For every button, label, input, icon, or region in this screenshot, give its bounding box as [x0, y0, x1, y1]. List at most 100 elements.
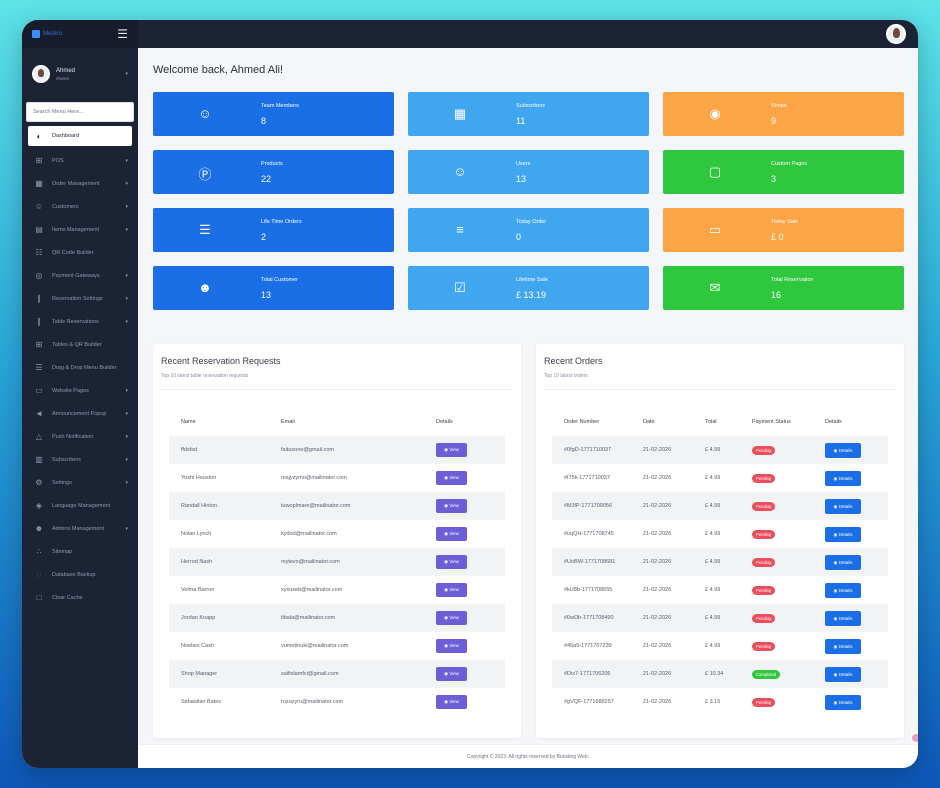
- eye-icon: ◉: [444, 587, 450, 592]
- eye-icon: ◉: [444, 531, 450, 536]
- view-button[interactable]: ◉ View: [436, 639, 467, 653]
- column-header: Email: [281, 419, 295, 425]
- details-button[interactable]: ◉ Details: [825, 610, 861, 626]
- status-badge: Pending: [752, 697, 776, 707]
- stat-title: Team Members: [261, 103, 299, 109]
- sidebar-item-customers[interactable]: ☺ Customers ▾: [22, 195, 138, 218]
- chevron-down-icon: ▾: [125, 410, 128, 417]
- stat-card-team-members[interactable]: ☺ Team Members 8: [153, 92, 394, 136]
- stat-card-lifetime-sale[interactable]: ☑ Lifetime Sale £ 13.19: [408, 266, 649, 310]
- table-row: ffdsfsd faitusone@gmail.com ◉ View: [169, 436, 505, 464]
- sidebar-item-items-management[interactable]: ▤ Items Management ▾: [22, 218, 138, 241]
- table-row: #uqQH-1771708745 21-02-2026 £ 4.99 Pending ◉…: [552, 520, 888, 548]
- page-title: Welcome back, Ahmed Ali!: [153, 64, 284, 76]
- stat-card-users[interactable]: ☺ Users 13: [408, 150, 649, 194]
- table-row: Nolan Lynch kydod@mailinator.com ◉ View: [169, 520, 505, 548]
- sidebar-item-dashboard[interactable]: ◐ Dashboard: [28, 126, 132, 146]
- language-icon: ◈: [35, 501, 43, 510]
- sidebar-item-admins-management[interactable]: ☻ Admins Management ▾: [22, 517, 138, 540]
- view-button[interactable]: ◉ View: [436, 443, 467, 457]
- sidebar-item-subscribers[interactable]: ▥ Subscribers ▾: [22, 448, 138, 471]
- eye-icon: ◉: [833, 643, 839, 649]
- sidebar-item-announcement-popup[interactable]: ◄ Announcement Popup ▾: [22, 402, 138, 425]
- stat-value: 0: [516, 232, 522, 242]
- sidebar-item-settings[interactable]: ⚙ Settings ▾: [22, 471, 138, 494]
- stat-card-products[interactable]: Ⓟ Products 22: [153, 150, 394, 194]
- stat-title: Today Order: [516, 219, 547, 225]
- details-button[interactable]: ◉ Details: [825, 582, 861, 598]
- sidebar-item-push-notification[interactable]: △ Push Notification ▾: [22, 425, 138, 448]
- details-button[interactable]: ◉ Details: [825, 694, 861, 710]
- eye-icon: ◉: [444, 559, 450, 564]
- stat-card-life-time-orders[interactable]: ☰ Life Time Orders 2: [153, 208, 394, 252]
- stat-card-today-sale[interactable]: ▭ Today Sale £ 0: [663, 208, 904, 252]
- utensils-icon: ∥: [37, 317, 41, 326]
- sidebar-item-database-backup[interactable]: ◌ Database Backup: [22, 563, 138, 586]
- eye-icon: ◉: [833, 699, 839, 705]
- details-button[interactable]: ◉ Details: [825, 498, 861, 514]
- reservation-name: Herrod Nash: [169, 548, 281, 576]
- sidebar-item-payment-gateways[interactable]: ◎ Payment Gateways ▾: [22, 264, 138, 287]
- view-button[interactable]: ◉ View: [436, 695, 467, 709]
- sidebar-item-clear-cache[interactable]: □ Clear Cache: [22, 586, 138, 609]
- details-button[interactable]: ◉ Details: [825, 666, 861, 682]
- view-button[interactable]: ◉ View: [436, 555, 467, 569]
- sidebar-item-order-management[interactable]: ▦ Order Management ▾: [22, 172, 138, 195]
- file-icon: ▢: [708, 164, 722, 179]
- search-input[interactable]: Search Menu Here...: [26, 102, 134, 122]
- sidebar-item-website-pages[interactable]: ▭ Website Pages ▾: [22, 379, 138, 402]
- chevron-down-icon: ▾: [125, 272, 128, 279]
- stat-card-total-customer[interactable]: ☻ Total Customer 13: [153, 266, 394, 310]
- user-profile[interactable]: Ahmed Owner ▾: [22, 48, 138, 96]
- details-button[interactable]: ◉ Details: [825, 470, 861, 486]
- reservation-email: kydod@mailinator.com: [281, 531, 337, 537]
- sidebar-item-drag-drop-menu-builder[interactable]: ☰ Drag & Drop Menu Builder: [22, 356, 138, 379]
- table-row: #45a5-1771707239 21-02-2026 £ 4.99 Pending ◉…: [552, 632, 888, 660]
- view-button[interactable]: ◉ View: [436, 527, 467, 541]
- sidebar-item-label: Clear Cache: [52, 594, 83, 601]
- sidebar-item-qr-code-builder[interactable]: ☷ QR Code Builder: [22, 241, 138, 264]
- sidebar-item-language-management[interactable]: ◈ Language Management: [22, 494, 138, 517]
- details-button[interactable]: ◉ Details: [825, 442, 861, 458]
- stat-title: Custom Pages: [771, 161, 808, 167]
- users-icon: ☺: [453, 164, 467, 179]
- column-header: Total: [705, 419, 717, 425]
- view-button[interactable]: ◉ View: [436, 471, 467, 485]
- eye-icon: ◉: [833, 615, 839, 621]
- eye-icon: ◉: [833, 531, 839, 537]
- sidebar-item-reservation-settings[interactable]: ∥ Reservation Settings ▾: [22, 287, 138, 310]
- avatar[interactable]: [886, 24, 906, 44]
- stat-card-subscribers[interactable]: ▦ Subscribers 11: [408, 92, 649, 136]
- sidebar-item-sitemap[interactable]: ∴ Sitemap: [22, 540, 138, 563]
- column-header: Date: [643, 419, 655, 425]
- view-button[interactable]: ◉ View: [436, 667, 467, 681]
- user-name: Ahmed: [56, 67, 76, 74]
- eye-icon: ◉: [833, 475, 839, 481]
- stat-card-today-order[interactable]: ≡ Today Order 0: [408, 208, 649, 252]
- stat-card-total-reservation[interactable]: ✉ Total Reservation 16: [663, 266, 904, 310]
- eye-icon: ◉: [444, 643, 450, 648]
- details-button[interactable]: ◉ Details: [825, 638, 861, 654]
- view-button[interactable]: ◉ View: [436, 583, 467, 597]
- view-button[interactable]: ◉ View: [436, 499, 467, 513]
- details-button[interactable]: ◉ Details: [825, 526, 861, 542]
- view-button[interactable]: ◉ View: [436, 611, 467, 625]
- sidebar-item-pos[interactable]: ⊞ POS ▾: [22, 149, 138, 172]
- floating-widget-icon[interactable]: [910, 732, 918, 744]
- sidebar-item-tables-qr-builder[interactable]: ⊞ Tables & QR Builder: [22, 333, 138, 356]
- reservation-email: xyxuseb@mailinator.com: [281, 587, 343, 593]
- sitemap-icon: ∴: [36, 547, 42, 556]
- sidebar-item-table-reservations[interactable]: ∥ Table Reservations ▾: [22, 310, 138, 333]
- table-row: #0wDb-1771708490 21-02-2026 £ 4.99 Pending ◉…: [552, 604, 888, 632]
- eye-icon: ◉: [444, 447, 450, 452]
- stat-title: Today Sale: [771, 219, 799, 225]
- sidebar-item-label: Customers: [52, 203, 79, 210]
- monitor-icon: ▭: [35, 386, 43, 395]
- chevron-down-icon: ▾: [125, 295, 128, 302]
- stat-card-shops[interactable]: ◉ Shops 9: [663, 92, 904, 136]
- hamburger-icon[interactable]: ☰: [117, 27, 128, 41]
- stat-card-custom-pages[interactable]: ▢ Custom Pages 3: [663, 150, 904, 194]
- details-button[interactable]: ◉ Details: [825, 554, 861, 570]
- chevron-down-icon: ▾: [125, 180, 128, 187]
- newspaper-icon: ▦: [453, 106, 467, 121]
